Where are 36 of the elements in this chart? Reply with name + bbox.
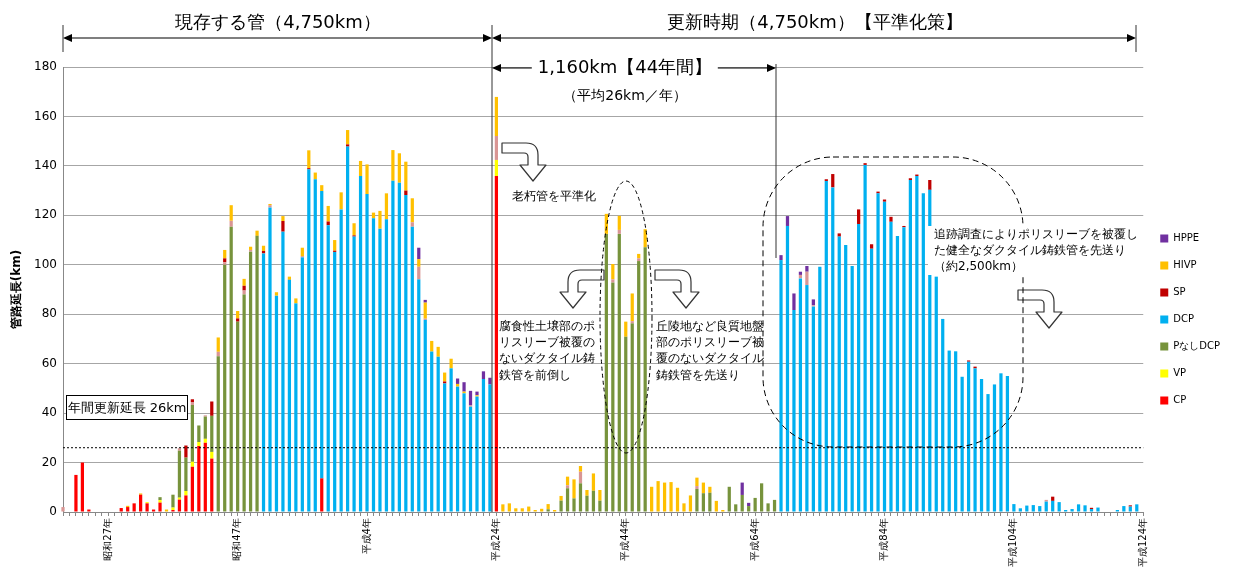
y-tick-label: 140 (34, 158, 57, 173)
x-tick-label: 平成104年 (1007, 518, 1019, 568)
y-tick-label: 0 (49, 504, 57, 519)
legend-label: HPPE (1173, 232, 1200, 244)
legend-label: SP (1173, 286, 1186, 298)
legend-label: VP (1173, 367, 1187, 379)
y-tick-label: 180 (34, 59, 57, 74)
y-tick-label: 100 (34, 256, 57, 271)
x-tick-label: 平成4年 (360, 518, 372, 555)
y-tick-label: 160 (34, 108, 57, 123)
y-tick-label: 20 (41, 454, 57, 469)
text: 更新時期（4,750km）【平準化策】 (667, 9, 963, 34)
legend-label: CP (1173, 394, 1187, 406)
legend-label: DCP (1173, 313, 1194, 325)
x-tick-label: 平成124年 (1136, 518, 1148, 568)
annotation: 丘陵地など良質地盤部のポリスリーブ被覆のないダクタイル鋳鉄管を先送り (656, 318, 765, 383)
x-tick-label: 平成64年 (748, 518, 760, 561)
y-axis-title: 管路延長(km) (9, 249, 24, 331)
legend-label: PなしDCP (1173, 340, 1221, 352)
annotation: 1,160km【44年間】 (531, 54, 719, 80)
y-tick-label: 40 (41, 405, 57, 420)
annotation: 腐食性土壌部のポリスリーブ被覆のないダクタイル鋳鉄管を前倒し (499, 318, 596, 383)
x-tick-label: 平成44年 (619, 518, 631, 561)
text: 現存する管（4,750km） (175, 9, 381, 34)
annotation: 老朽管を平準化 (512, 188, 596, 205)
y-tick-label: 120 (34, 207, 57, 222)
y-tick-label: 60 (41, 355, 57, 370)
annotation: （平均26km／年） (563, 85, 687, 105)
annotation: 追跡調査によりポリスリーブを被覆した健全なダクタイル鋳鉄管を先送り（約2,500km） (928, 226, 1150, 275)
x-tick-label: 昭和27年 (101, 518, 113, 561)
x-tick-label: 平成84年 (878, 518, 890, 561)
legend-label: HIVP (1173, 259, 1197, 271)
x-tick-label: 昭和47年 (231, 518, 243, 561)
x-tick-label: 平成24年 (489, 518, 501, 561)
y-tick-label: 80 (41, 306, 57, 321)
ref-line-label: 年間更新延長 26km (66, 394, 188, 421)
